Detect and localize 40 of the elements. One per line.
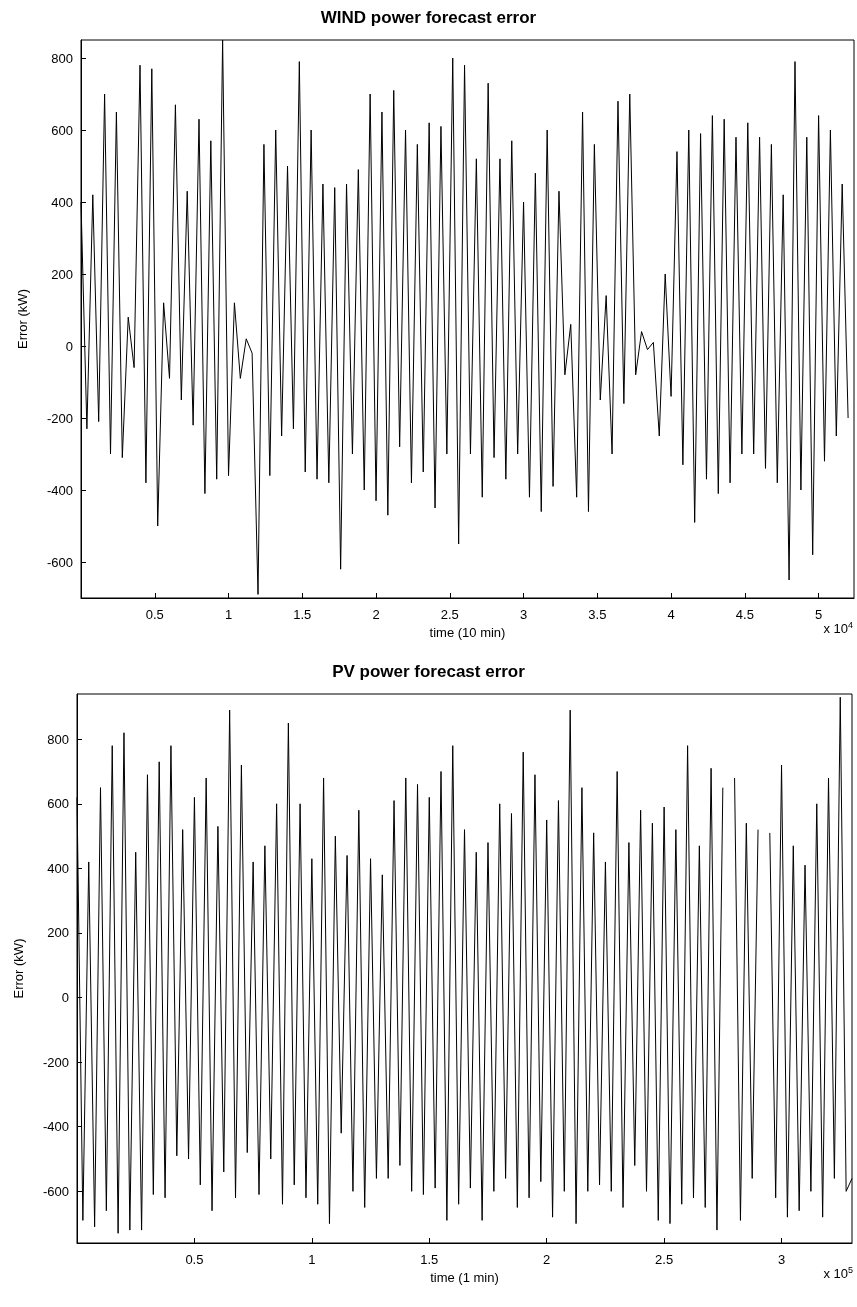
y-tick-label: 600	[51, 122, 73, 138]
y-tick-label: -400	[46, 482, 73, 498]
y-tick-label: 600	[47, 796, 69, 812]
y-tick-label: 400	[47, 860, 69, 876]
y-tick-label: 800	[51, 50, 73, 66]
y-axis-title: Error (kW)	[15, 289, 30, 349]
y-tick-label: 0	[61, 990, 69, 1006]
chart-title: WIND power forecast error	[320, 8, 537, 27]
y-tick-label: 200	[51, 266, 73, 282]
x-axis-title: time (10 min)	[429, 625, 506, 640]
x-tick-label: 2	[543, 1252, 551, 1267]
x-tick-label: 3	[519, 607, 528, 622]
y-tick-label: -400	[42, 1119, 69, 1135]
x-tick-label: 3.5	[588, 607, 607, 622]
x-axis-title: time (1 min)	[430, 1270, 499, 1285]
x-tick-label: 1.5	[420, 1252, 439, 1267]
x-tick-label: 1.5	[293, 607, 312, 622]
y-tick-label: 800	[47, 731, 69, 747]
chart-title: PV power forecast error	[332, 662, 526, 681]
y-tick-label: 400	[51, 194, 73, 210]
y-tick-label: -600	[46, 554, 73, 570]
x-tick-label: 0.5	[185, 1252, 204, 1267]
x-tick-label: 2.5	[440, 607, 459, 622]
y-tick-label: 200	[47, 925, 69, 941]
x-tick-label: 2.5	[655, 1252, 674, 1267]
x-tick-label: 2	[372, 607, 380, 622]
x-tick-label: 1	[224, 607, 233, 622]
x-tick-label: 4.5	[735, 607, 754, 622]
text: x 10$^{4}$	[823, 620, 853, 637]
x-tick-label: 3	[777, 1252, 786, 1267]
y-tick-label: -200	[46, 410, 73, 426]
text: x 10$^{5}$	[823, 1265, 853, 1282]
y-tick-label: -200	[42, 1054, 69, 1070]
x-tick-label: 4	[667, 607, 675, 622]
y-axis-title: Error (kW)	[11, 938, 26, 999]
x-tick-label: 1	[308, 1252, 316, 1267]
x-tick-label: 0.5	[145, 607, 164, 622]
y-tick-label: 0	[65, 338, 73, 354]
x-tick-label: 5	[814, 607, 823, 622]
y-tick-label: -600	[42, 1183, 69, 1199]
